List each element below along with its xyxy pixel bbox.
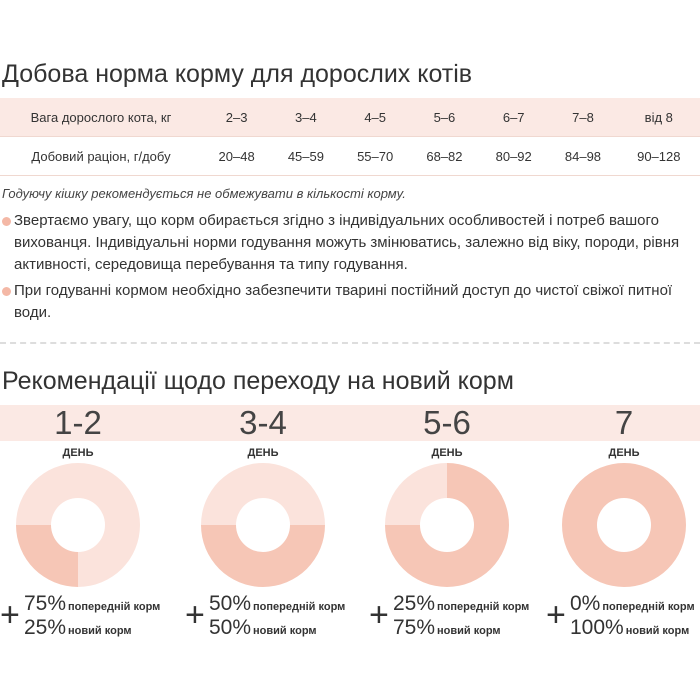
title: Рекомендації щодо переходу на новий корм [2,367,514,395]
percent: 25% [393,592,436,615]
legend-row: 75% новий корм [393,616,501,640]
table-cell: 2–3 [202,98,272,137]
feed-name: новий корм [437,625,501,637]
note: Годуючу кішку рекомендується не обмежува… [2,186,406,201]
donut-segment [385,463,509,587]
feed-table: Вага дорослого кота, кг 2–3 3–4 4–5 5–6 6–7 7–… [0,98,700,176]
legend-row: 50% попередній корм [209,592,345,616]
donut-segment [201,525,325,587]
legend-row: 100% новий корм [570,616,689,640]
plus-sign: + [369,596,389,634]
feed-name: новий корм [253,625,317,637]
legend-row: 75% попередній корм [24,592,160,616]
donut-segment [16,463,140,587]
table-cell: 55–70 [340,136,410,176]
table-cell: 45–59 [271,136,341,176]
feed-name: попередній корм [602,601,695,613]
day-number: 1-2 [54,404,102,441]
legend-row: 25% попередній корм [393,592,529,616]
donut-segment [201,463,325,525]
table-cell: 5–6 [409,98,480,137]
percent: 75% [24,592,67,615]
bullet-text: Звертаємо увагу, що корм обирається згід… [14,212,680,273]
percent: 0% [570,592,601,615]
table-cell: 20–48 [202,136,272,176]
percent: 50% [209,592,252,615]
day-unit: ДЕНЬ [431,447,463,459]
percent: 100% [570,616,624,639]
table-cell: 6–7 [479,98,549,137]
donut-segment [16,525,78,587]
table-cell: 84–98 [548,136,618,176]
band [0,405,700,441]
table-cell: 3–4 [271,98,341,137]
bullet: Звертаємо увагу, що корм обирається згід… [2,210,694,276]
legend-row: 0% попередній корм [570,592,695,616]
percent: 25% [24,616,67,639]
bullet-text: При годуванні кормом необхідно забезпечи… [14,282,673,321]
bullet: При годуванні кормом необхідно забезпечи… [2,280,694,324]
table-cell: 4–5 [340,98,410,137]
table-cell: 90–128 [617,136,700,176]
divider [0,342,700,344]
table-cell: 68–82 [409,136,480,176]
title: Добова норма корму для дорослих котів [2,60,473,88]
plus-sign: + [0,596,20,634]
feed-name: попередній корм [68,601,161,613]
feed-name: новий корм [68,625,132,637]
day-unit: ДЕНЬ [247,447,279,459]
table-cell: 80–92 [479,136,549,176]
table-cell: 7–8 [548,98,618,137]
percent: 50% [209,616,252,639]
day-number: 5-6 [423,404,471,441]
day-unit: ДЕНЬ [608,447,640,459]
percent: 75% [393,616,436,639]
plus-sign: + [546,596,566,634]
table-cell: від 8 [617,98,700,137]
feed-name: попередній корм [253,601,346,613]
feed-name: новий корм [625,625,690,637]
plus-sign: + [185,596,205,634]
day-unit: ДЕНЬ [62,447,94,459]
donut-segment [385,463,447,525]
legend-row: 25% новий корм [24,616,132,640]
table-cell: Добовий раціон, г/добу [0,136,202,176]
day-number: 3-4 [239,404,287,441]
donut-segment [562,463,686,587]
legend-row: 50% новий корм [209,616,317,640]
day-number: 7 [614,404,634,441]
feed-name: попередній корм [437,601,530,613]
table-cell: Вага дорослого кота, кг [0,98,202,137]
